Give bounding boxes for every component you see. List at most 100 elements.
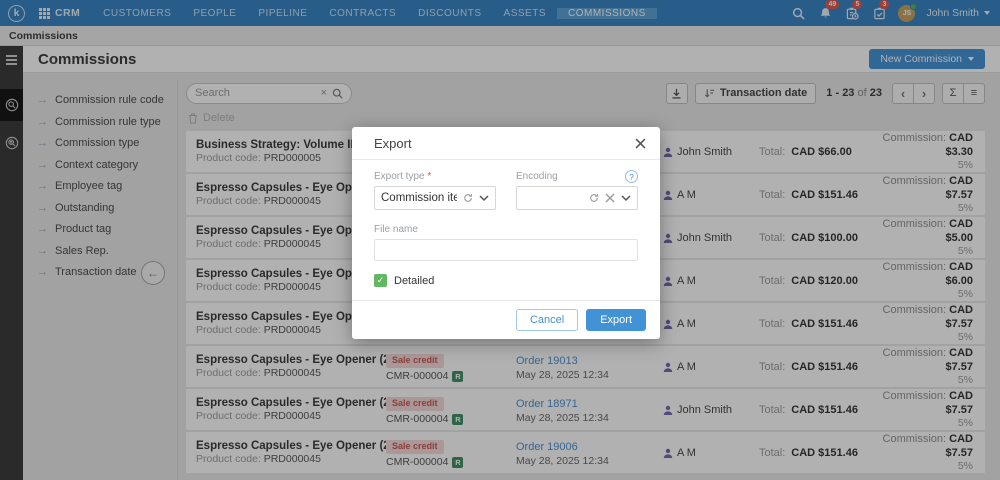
chevron-down-icon[interactable]: [479, 193, 489, 203]
app-name: CRM: [55, 7, 81, 19]
commission-row[interactable]: Espresso Capsules - Eye Opener (200 po..…: [186, 432, 985, 473]
row-title: Espresso Capsules - Eye Opener (200 po..…: [196, 225, 386, 237]
user-menu[interactable]: John Smith: [926, 7, 990, 19]
search-box[interactable]: ×: [186, 82, 352, 104]
filter-item[interactable]: → Product tag: [37, 219, 177, 241]
chevron-down-icon: [968, 57, 974, 61]
close-icon[interactable]: [635, 138, 646, 149]
arrow-right-icon: →: [37, 115, 48, 128]
approvals-badge: 3: [879, 0, 890, 9]
arrow-right-icon: →: [37, 180, 48, 192]
filter-item[interactable]: → Commission type: [37, 133, 177, 155]
order-link[interactable]: Order 18971: [516, 398, 578, 410]
total-value: CAD $151.46: [791, 360, 858, 373]
export-button[interactable]: Export: [586, 309, 646, 331]
collapse-sidebar-button[interactable]: ←: [141, 261, 165, 285]
product-code: PRD000045: [263, 238, 321, 250]
refresh-icon[interactable]: [463, 193, 473, 203]
arrow-right-icon: →: [37, 94, 48, 106]
help-icon[interactable]: ?: [625, 170, 638, 183]
cancel-button[interactable]: Cancel: [515, 309, 579, 331]
breadcrumb[interactable]: Commissions: [0, 26, 1000, 46]
navbar-tab[interactable]: COMMISSIONS: [557, 7, 657, 19]
person-icon: [663, 276, 673, 286]
refresh-icon[interactable]: [589, 193, 599, 203]
notifications-bell-icon[interactable]: 49: [817, 0, 840, 21]
navbar-tab[interactable]: CONTRACTS: [329, 7, 397, 19]
clear-search-icon[interactable]: ×: [320, 86, 327, 99]
advanced-search-icon[interactable]: [0, 89, 23, 121]
app-logo[interactable]: k: [8, 4, 25, 22]
cmr-line: CMR-000004 R: [386, 370, 516, 383]
commission-label: Commission:: [882, 261, 947, 273]
search-input[interactable]: [195, 87, 316, 99]
navbar-tab[interactable]: ASSETS: [503, 7, 547, 19]
commission-row[interactable]: Business Strategy: Volume II- New Produc…: [186, 131, 985, 172]
user-avatar[interactable]: JS: [898, 2, 918, 22]
detailed-checkbox[interactable]: ✓: [374, 274, 387, 287]
encoding-select[interactable]: [516, 186, 638, 210]
product-code: PRD000045: [263, 453, 321, 465]
product-code-label: Product code:: [196, 367, 261, 379]
user-name: John Smith: [677, 403, 733, 416]
row-title: Espresso Capsules - Eye Opener (200 po..…: [196, 354, 386, 366]
arrow-right-icon: →: [37, 158, 48, 171]
export-type-select[interactable]: Commission item: [374, 186, 496, 210]
product-code-label: Product code:: [196, 152, 261, 164]
filter-item[interactable]: → Commission rule type: [37, 112, 177, 134]
cmr-r-badge: R: [452, 413, 464, 425]
file-name-input[interactable]: [374, 239, 638, 261]
cmr-line: CMR-000004 R: [386, 456, 516, 469]
filter-item[interactable]: → Outstanding: [37, 198, 177, 220]
filter-item[interactable]: → Employee tag: [37, 176, 177, 198]
filter-sidebar: → Commission rule code → Commission rule…: [23, 80, 178, 480]
export-download-button[interactable]: [665, 82, 688, 104]
hamburger-menu-icon[interactable]: [0, 46, 23, 73]
filter-item[interactable]: → Commission rule code: [37, 90, 177, 112]
export-type-value: Commission item: [381, 192, 457, 204]
chevron-down-icon[interactable]: [621, 193, 631, 203]
row-title: Business Strategy: Volume II- New: [196, 139, 385, 151]
commission-row[interactable]: Espresso Capsules - Eye Opener (200 po..…: [186, 346, 985, 387]
list-settings-button[interactable]: ≡: [963, 82, 985, 104]
sort-button[interactable]: Transaction date: [694, 82, 817, 104]
person-icon: [663, 190, 673, 200]
cmr-code: CMR-000004: [386, 412, 449, 425]
commission-row[interactable]: Espresso Capsules - Eye Opener (200 po..…: [186, 389, 985, 430]
left-icon-rail: [0, 46, 23, 480]
next-page-button[interactable]: ›: [913, 82, 935, 104]
person-icon: [663, 233, 673, 243]
commission-rate: 5%: [957, 374, 973, 386]
app-menu-button[interactable]: CRM: [35, 7, 92, 19]
filter-item[interactable]: → Sales Rep.: [37, 241, 177, 263]
order-link[interactable]: Order 19013: [516, 355, 578, 367]
commission-value: CAD $7.57: [945, 390, 973, 416]
person-icon: [663, 448, 673, 458]
commission-label: Commission:: [882, 433, 947, 445]
search-submit-icon[interactable]: [332, 88, 343, 99]
clear-icon[interactable]: [605, 193, 615, 203]
total-label: Total:: [759, 274, 786, 287]
row-title: Espresso Capsules - Eye Opener (200 po..…: [196, 268, 386, 280]
filter-item[interactable]: → Context category: [37, 155, 177, 177]
filter-item[interactable]: → Transaction date: [37, 262, 177, 284]
order-link[interactable]: Order 19006: [516, 441, 578, 453]
navbar-tab[interactable]: CUSTOMERS: [103, 7, 172, 19]
total-value: CAD $151.46: [791, 446, 858, 459]
notifications-badge: 49: [825, 0, 840, 9]
saved-search-icon[interactable]: [0, 127, 23, 159]
search-icon[interactable]: [790, 5, 806, 21]
new-commission-button[interactable]: New Commission: [869, 49, 985, 69]
commission-rate: 5%: [957, 288, 973, 300]
tasks-icon[interactable]: 5: [844, 0, 863, 21]
delete-label: Delete: [203, 112, 235, 124]
navbar-tab[interactable]: PIPELINE: [258, 7, 308, 19]
delete-button[interactable]: Delete: [188, 109, 985, 127]
navbar-tab[interactable]: DISCOUNTS: [418, 7, 482, 19]
total-label: Total:: [759, 360, 786, 373]
person-icon: [663, 147, 673, 157]
product-code: PRD000005: [263, 152, 321, 164]
order-date: May 28, 2025 12:34: [516, 455, 609, 467]
approvals-icon[interactable]: 3: [871, 0, 890, 21]
navbar-tab[interactable]: PEOPLE: [193, 7, 237, 19]
